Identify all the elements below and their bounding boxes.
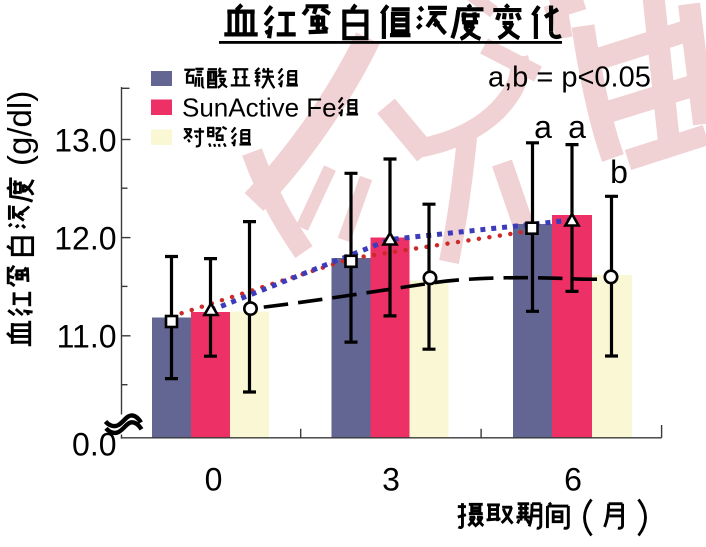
svg-text:a: a <box>534 109 552 145</box>
svg-text:12.0: 12.0 <box>54 221 116 257</box>
svg-text:11.0: 11.0 <box>57 319 117 355</box>
svg-text:a,b = p<0.05: a,b = p<0.05 <box>488 62 651 94</box>
svg-text:0: 0 <box>205 462 223 498</box>
svg-text:a: a <box>568 109 586 145</box>
svg-text:(g/dl): (g/dl) <box>1 91 38 166</box>
svg-text:13.0: 13.0 <box>54 123 116 159</box>
svg-text:0.0: 0.0 <box>72 427 116 463</box>
svg-text:3: 3 <box>382 462 400 498</box>
svg-text:SunActive Fe: SunActive Fe <box>182 93 337 123</box>
svg-text:6: 6 <box>564 462 582 498</box>
svg-text:b: b <box>610 154 628 190</box>
